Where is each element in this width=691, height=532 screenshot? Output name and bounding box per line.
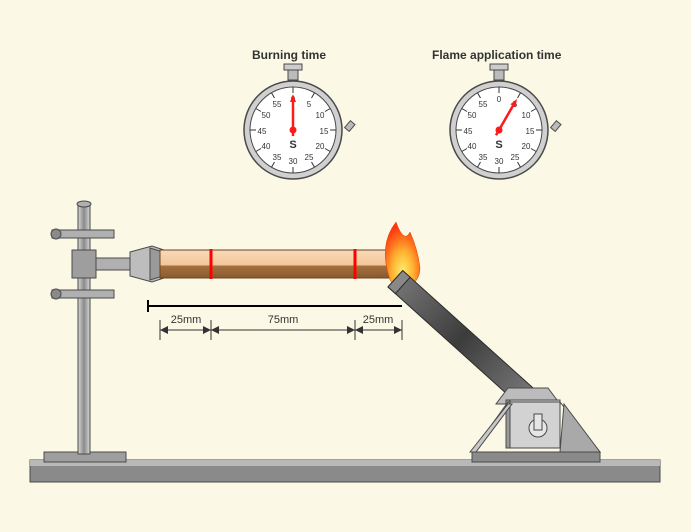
stopwatch-unit: S: [495, 139, 502, 151]
svg-text:55: 55: [479, 100, 488, 109]
svg-text:20: 20: [316, 142, 325, 151]
svg-text:40: 40: [468, 142, 477, 151]
dim-label-2: 75mm: [248, 314, 318, 326]
dim-label-3: 25mm: [353, 314, 403, 326]
svg-text:50: 50: [262, 111, 271, 120]
stopwatch-unit: S: [289, 139, 296, 151]
svg-text:55: 55: [273, 100, 282, 109]
svg-text:10: 10: [316, 111, 325, 120]
svg-text:15: 15: [320, 127, 329, 136]
stopwatch-right: 0510 152025 303540 455055 S: [429, 55, 569, 205]
svg-text:20: 20: [522, 142, 531, 151]
svg-text:30: 30: [495, 157, 504, 166]
svg-text:45: 45: [258, 127, 267, 136]
svg-text:35: 35: [479, 153, 488, 162]
svg-text:25: 25: [511, 153, 520, 162]
svg-text:30: 30: [289, 157, 298, 166]
svg-text:5: 5: [307, 100, 312, 109]
svg-text:25: 25: [305, 153, 314, 162]
svg-text:45: 45: [464, 127, 473, 136]
stopwatch-left: 0510 152025 303540 455055 S: [223, 55, 363, 205]
svg-text:35: 35: [273, 153, 282, 162]
svg-text:0: 0: [497, 95, 502, 104]
svg-text:10: 10: [522, 111, 531, 120]
dim-label-1: 25mm: [161, 314, 211, 326]
svg-text:50: 50: [468, 111, 477, 120]
svg-text:40: 40: [262, 142, 271, 151]
svg-text:15: 15: [526, 127, 535, 136]
